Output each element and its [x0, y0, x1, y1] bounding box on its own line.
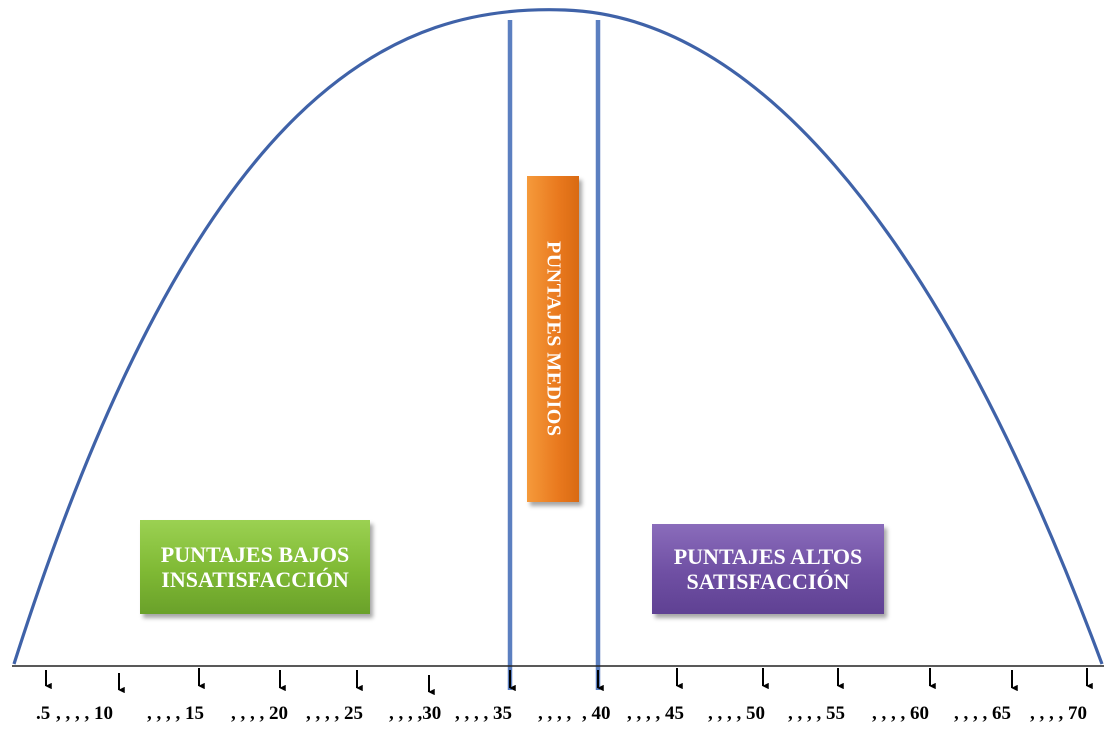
- axis-label: , , , ,30: [389, 703, 441, 724]
- low-scores-title: PUNTAJES BAJOS: [160, 541, 350, 567]
- axis-label: , , , , 70: [1030, 703, 1087, 724]
- axis-label: .5: [36, 703, 50, 724]
- axis-label: , , , , 55: [788, 703, 845, 724]
- axis-label: , , , , 65: [954, 703, 1011, 724]
- low-scores-subtitle: INSATISFACCIÓN: [161, 567, 349, 592]
- axis-label: , , , , 50: [708, 703, 765, 724]
- high-scores-title: PUNTAJES ALTOS: [673, 543, 863, 569]
- bell-curve: [12, 8, 1104, 665]
- low-scores-box: PUNTAJES BAJOS INSATISFACCIÓN: [140, 520, 370, 614]
- medium-scores-box: PUNTAJES MEDIOS: [527, 176, 579, 502]
- axis-label: , , , , 25: [306, 703, 363, 724]
- tick-arrows: [45, 668, 1093, 696]
- axis-label: , , , , 35: [455, 703, 512, 724]
- high-scores-subtitle: SATISFACCIÓN: [686, 569, 850, 594]
- high-scores-box: PUNTAJES ALTOS SATISFACCIÓN: [652, 524, 884, 614]
- medium-scores-label: PUNTAJES MEDIOS: [542, 241, 565, 437]
- axis-label: , , , , 15: [147, 703, 204, 724]
- axis-labels: .5 , , , , 10 , , , , 15 , , , , 20 , , …: [36, 703, 1087, 724]
- axis-label: , , , , 60: [872, 703, 929, 724]
- axis-label: , 40: [582, 703, 611, 724]
- axis-label: , , , , 45: [627, 703, 684, 724]
- axis-label: , , , , 20: [231, 703, 288, 724]
- axis-label: , , , ,: [538, 703, 572, 724]
- axis-label: , , , , 10: [56, 703, 113, 724]
